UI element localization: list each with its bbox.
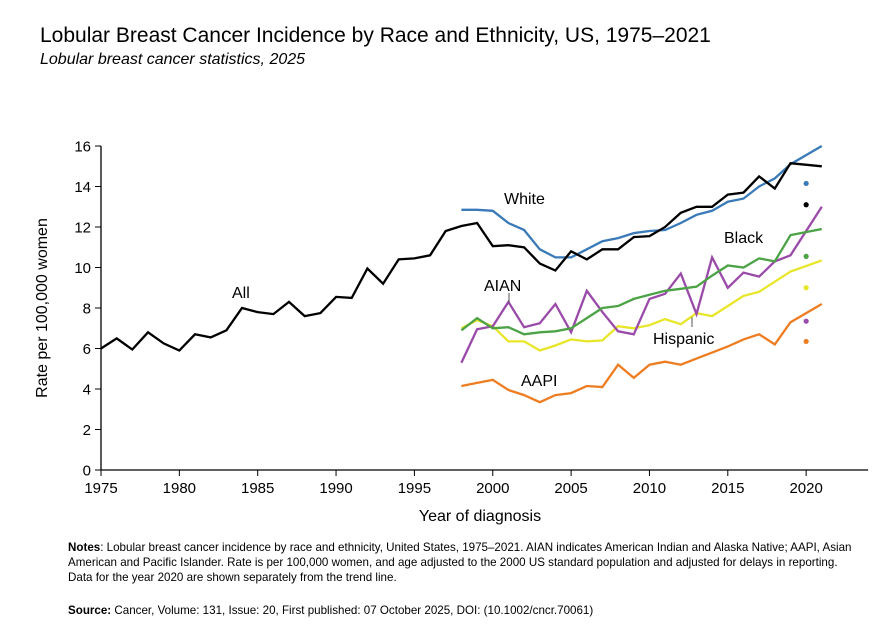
- point-2020-hispanic: [803, 285, 809, 291]
- chart-title: Lobular Breast Cancer Incidence by Race …: [40, 24, 711, 47]
- x-tick-label: 2015: [711, 480, 744, 497]
- x-tick-label: 2005: [554, 480, 587, 497]
- series-line-white: [461, 145, 823, 259]
- chart-subtitle: Lobular breast cancer statistics, 2025: [40, 51, 306, 68]
- x-tick-label: 2000: [476, 480, 509, 497]
- y-axis-label: Rate per 100,000 women: [34, 218, 51, 398]
- y-tick-label: 4: [83, 382, 91, 399]
- point-2020-aian: [803, 318, 809, 324]
- x-tick-label: 1980: [163, 480, 196, 497]
- point-2020-black: [803, 253, 809, 259]
- y-tick-label: 10: [74, 260, 91, 277]
- label-hispanic: Hispanic: [653, 331, 714, 348]
- y-tick-label: 2: [83, 422, 91, 439]
- y-tick-label: 8: [83, 301, 91, 318]
- y-tick-label: 16: [74, 139, 91, 156]
- chart-notes: Notes: Lobular breast cancer incidence b…: [68, 540, 858, 585]
- x-tick-label: 1985: [241, 480, 274, 497]
- x-tick-label: 2010: [633, 480, 666, 497]
- point-2020-aapi: [803, 338, 809, 345]
- x-tick-label: 1990: [319, 480, 352, 497]
- series-line-all: [100, 161, 822, 352]
- y-tick-label: 6: [83, 341, 91, 358]
- label-white: White: [504, 191, 545, 208]
- series-lines: [100, 145, 823, 404]
- label-black: Black: [724, 230, 764, 247]
- x-axis-label: Year of diagnosis: [419, 508, 541, 525]
- x-tick-label: 1975: [84, 480, 117, 497]
- line-chart: 0 2 4 6 8 10 12 14 16 1975 1980 1985 1990 1995 2000 200…: [34, 139, 869, 525]
- series-line-black: [460, 227, 823, 336]
- label-aapi: AAPI: [521, 373, 557, 390]
- source-text: Cancer, Volume: 131, Issue: 20, First pu…: [111, 604, 594, 617]
- y-tick-label: 12: [74, 220, 91, 237]
- axes: 0 2 4 6 8 10 12 14 16 1975 1980 1985 1990 1995 2000 200…: [74, 139, 869, 497]
- y-tick-label: 14: [74, 179, 91, 196]
- label-all: All: [232, 285, 250, 302]
- notes-label: Notes: [68, 541, 101, 554]
- series-line-hispanic: [460, 259, 823, 352]
- y-tick-label: 0: [83, 463, 91, 480]
- chart-source: Source: Cancer, Volume: 131, Issue: 20, …: [68, 604, 593, 617]
- point-2020-all: [803, 202, 809, 208]
- label-aian: AIAN: [484, 278, 521, 295]
- source-label: Source:: [68, 604, 112, 617]
- point-2020-white: [803, 180, 809, 187]
- x-tick-label: 1995: [398, 480, 431, 497]
- notes-text: : Lobular breast cancer incidence by rac…: [68, 541, 852, 584]
- x-tick-label: 2020: [789, 480, 822, 497]
- series-line-aian: [460, 206, 823, 364]
- series-line-aapi: [461, 303, 823, 404]
